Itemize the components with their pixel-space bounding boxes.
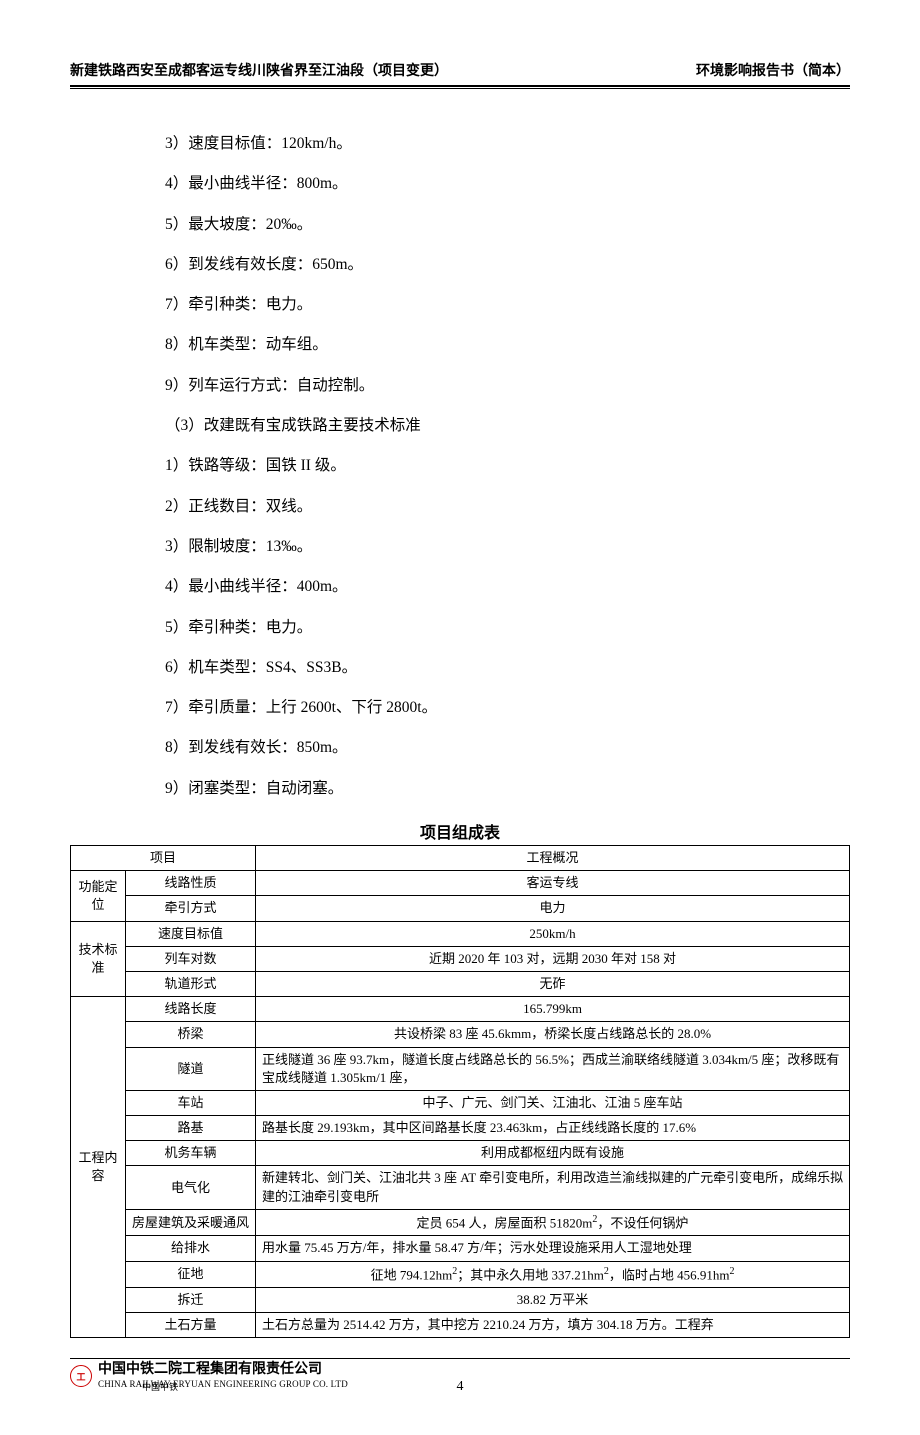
table-item: 线路性质 (126, 871, 256, 896)
footer-text: 中国中铁二院工程集团有限责任公司 CHINA RAILWAY ERYUAN EN… (98, 1362, 348, 1390)
table-item: 土石方量 (126, 1313, 256, 1338)
table-row: 牵引方式电力 (71, 896, 850, 921)
table-desc: 定员 654 人，房屋面积 51820m2，不设任何锅炉 (256, 1209, 850, 1236)
table-row: 征地征地 794.12hm2；其中永久用地 337.21hm2，临时占地 456… (71, 1261, 850, 1288)
table-item: 列车对数 (126, 946, 256, 971)
table-row: 工程内容线路长度165.799km (71, 997, 850, 1022)
table-desc: 土石方总量为 2514.42 万方，其中挖方 2210.24 万方，填方 304… (256, 1313, 850, 1338)
body-line: 4）最小曲线半径：800m。 (165, 164, 850, 204)
table-row: 电气化新建转北、剑门关、江油北共 3 座 AT 牵引变电所，利用改造兰渝线拟建的… (71, 1166, 850, 1209)
body-line: 6）到发线有效长度：650m。 (165, 245, 850, 285)
table-category: 工程内容 (71, 997, 126, 1338)
table-desc: 近期 2020 年 103 对，远期 2030 年对 158 对 (256, 946, 850, 971)
table-desc: 新建转北、剑门关、江油北共 3 座 AT 牵引变电所，利用改造兰渝线拟建的广元牵… (256, 1166, 850, 1209)
table-item: 路基 (126, 1116, 256, 1141)
table-desc: 无砟 (256, 971, 850, 996)
table-row: 桥梁共设桥梁 83 座 45.6kmm，桥梁长度占线路总长的 28.0% (71, 1022, 850, 1047)
body-line: 9）列车运行方式：自动控制。 (165, 366, 850, 406)
table-item: 房屋建筑及采暖通风 (126, 1209, 256, 1236)
header-right: 环境影响报告书（简本） (696, 60, 850, 80)
body-line: 9）闭塞类型：自动闭塞。 (165, 769, 850, 809)
table-row: 列车对数近期 2020 年 103 对，远期 2030 年对 158 对 (71, 946, 850, 971)
table-item: 电气化 (126, 1166, 256, 1209)
table-row: 路基路基长度 29.193km，其中区间路基长度 23.463km，占正线线路长… (71, 1116, 850, 1141)
table-item: 车站 (126, 1090, 256, 1115)
body-line: 3）限制坡度：13‰。 (165, 527, 850, 567)
body-line: （3）改建既有宝成铁路主要技术标准 (165, 406, 850, 446)
table-item: 拆迁 (126, 1288, 256, 1313)
body-line: 4）最小曲线半径：400m。 (165, 567, 850, 607)
table-row: 车站中子、广元、剑门关、江油北、江油 5 座车站 (71, 1090, 850, 1115)
table-desc: 征地 794.12hm2；其中永久用地 337.21hm2，临时占地 456.9… (256, 1261, 850, 1288)
table-desc: 正线隧道 36 座 93.7km，隧道长度占线路总长的 56.5%；西成兰渝联络… (256, 1047, 850, 1090)
project-composition-table: 项目工程概况功能定位线路性质客运专线牵引方式电力技术标准速度目标值250km/h… (70, 845, 850, 1338)
table-row: 土石方量土石方总量为 2514.42 万方，其中挖方 2210.24 万方，填方… (71, 1313, 850, 1338)
table-desc: 250km/h (256, 921, 850, 946)
table-desc: 电力 (256, 896, 850, 921)
body-line: 8）到发线有效长：850m。 (165, 728, 850, 768)
table-item: 轨道形式 (126, 971, 256, 996)
header-rule (70, 85, 850, 89)
table-row: 给排水用水量 75.45 万方/年，排水量 58.47 方/年；污水处理设施采用… (71, 1236, 850, 1261)
body-line: 3）速度目标值：120km/h。 (165, 124, 850, 164)
table-desc: 中子、广元、剑门关、江油北、江油 5 座车站 (256, 1090, 850, 1115)
body-line: 7）牵引质量：上行 2600t、下行 2800t。 (165, 688, 850, 728)
body-line: 5）牵引种类：电力。 (165, 608, 850, 648)
body-line: 7）牵引种类：电力。 (165, 285, 850, 325)
header-left: 新建铁路西安至成都客运专线川陕省界至江油段（项目变更） (70, 60, 448, 80)
table-item: 速度目标值 (126, 921, 256, 946)
table-row: 机务车辆利用成都枢纽内既有设施 (71, 1141, 850, 1166)
table-desc: 利用成都枢纽内既有设施 (256, 1141, 850, 1166)
table-title: 项目组成表 (70, 819, 850, 843)
table-header-item: 项目 (71, 846, 256, 871)
table-category: 技术标准 (71, 921, 126, 997)
table-header-desc: 工程概况 (256, 846, 850, 871)
table-desc: 用水量 75.45 万方/年，排水量 58.47 方/年；污水处理设施采用人工湿… (256, 1236, 850, 1261)
body-line: 2）正线数目：双线。 (165, 487, 850, 527)
table-desc: 路基长度 29.193km，其中区间路基长度 23.463km，占正线线路长度的… (256, 1116, 850, 1141)
footer-company-cn: 中国中铁二院工程集团有限责任公司 (98, 1362, 348, 1379)
table-row: 技术标准速度目标值250km/h (71, 921, 850, 946)
page-header: 新建铁路西安至成都客运专线川陕省界至江油段（项目变更） 环境影响报告书（简本） (70, 60, 850, 85)
body-line: 8）机车类型：动车组。 (165, 325, 850, 365)
table-row: 轨道形式无砟 (71, 971, 850, 996)
body-line: 6）机车类型：SS4、SS3B。 (165, 648, 850, 688)
table-item: 线路长度 (126, 997, 256, 1022)
table-row: 房屋建筑及采暖通风定员 654 人，房屋面积 51820m2，不设任何锅炉 (71, 1209, 850, 1236)
table-category: 功能定位 (71, 871, 126, 921)
table-desc: 38.82 万平米 (256, 1288, 850, 1313)
table-item: 给排水 (126, 1236, 256, 1261)
footer-company-en: CHINA RAILWAY ERYUAN ENGINEERING GROUP C… (98, 1379, 348, 1390)
table-row: 拆迁38.82 万平米 (71, 1288, 850, 1313)
table-row: 隧道正线隧道 36 座 93.7km，隧道长度占线路总长的 56.5%；西成兰渝… (71, 1047, 850, 1090)
table-row: 功能定位线路性质客运专线 (71, 871, 850, 896)
table-desc: 共设桥梁 83 座 45.6kmm，桥梁长度占线路总长的 28.0% (256, 1022, 850, 1047)
table-desc: 165.799km (256, 997, 850, 1022)
table-item: 桥梁 (126, 1022, 256, 1047)
table-item: 隧道 (126, 1047, 256, 1090)
body-line: 5）最大坡度：20‰。 (165, 205, 850, 245)
body-line: 1）铁路等级：国铁 II 级。 (165, 446, 850, 486)
body-text: 3）速度目标值：120km/h。4）最小曲线半径：800m。5）最大坡度：20‰… (165, 124, 850, 809)
table-item: 征地 (126, 1261, 256, 1288)
table-item: 机务车辆 (126, 1141, 256, 1166)
table-desc: 客运专线 (256, 871, 850, 896)
table-item: 牵引方式 (126, 896, 256, 921)
